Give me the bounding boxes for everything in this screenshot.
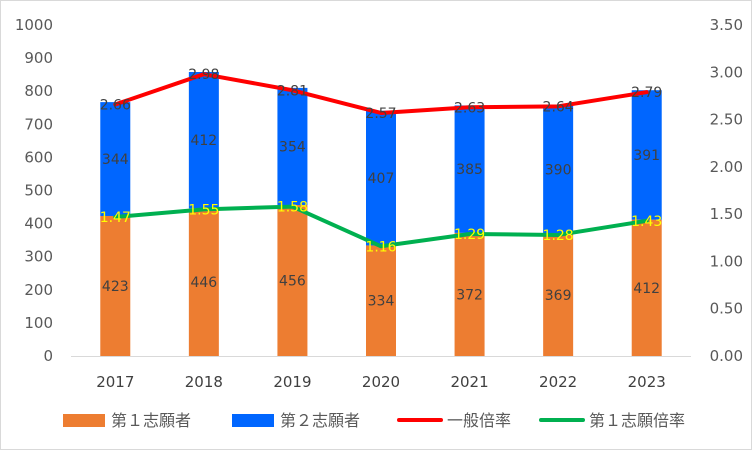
bar-second-choice-label: 344	[102, 152, 129, 168]
y-left-tick-label: 0	[43, 347, 53, 365]
y-left-tick-label: 1000	[15, 16, 53, 34]
x-tick-label: 2020	[362, 373, 400, 391]
point-first-choice-ratio	[290, 205, 294, 209]
general-ratio-label: 2.81	[277, 83, 308, 99]
bars-layer	[100, 72, 662, 356]
bar-second-choice-label: 407	[368, 171, 395, 187]
legend-label: 第２志願者	[280, 411, 360, 430]
general-ratio-label: 2.98	[188, 67, 219, 83]
bar-first-choice-label: 372	[456, 287, 483, 303]
bar-first-choice-label: 334	[368, 294, 395, 310]
bar-second-choice	[543, 104, 574, 234]
y-right-tick-label: 3.50	[710, 16, 743, 34]
bar-second-choice-label: 412	[190, 133, 217, 149]
bar-first-choice-label: 412	[633, 281, 660, 297]
y-right-tick-label: 3.00	[710, 63, 743, 81]
lines-layer	[113, 72, 649, 249]
bar-first-choice	[277, 205, 308, 356]
axes-layer: 0 100 200 300 400 500 600 700 800 900 1000 0.00 0.50…	[15, 16, 743, 391]
bar-second-choice	[277, 87, 308, 206]
legend-label: 一般倍率	[447, 411, 511, 430]
general-ratio-label: 2.64	[543, 99, 574, 115]
y-left-tick-label: 300	[24, 248, 53, 266]
first-choice-ratio-label: 1.16	[365, 239, 396, 255]
bar-second-choice-label: 354	[279, 139, 306, 155]
general-ratio-label: 2.66	[100, 97, 131, 113]
bar-first-choice-label: 456	[279, 274, 306, 290]
y-left-tick-label: 500	[24, 182, 53, 200]
first-choice-ratio-label: 1.43	[631, 214, 662, 230]
bar-first-choice-label: 369	[545, 288, 572, 304]
labels-layer: 423 344 446 412 456 354 334 407 372 385 369 390 412 3…	[100, 67, 663, 310]
point-general-ratio	[202, 72, 206, 76]
bar-second-choice	[188, 72, 219, 209]
bar-second-choice-label: 385	[456, 162, 483, 178]
legend-swatch	[63, 414, 105, 427]
point-first-choice-ratio	[556, 233, 560, 237]
point-general-ratio	[468, 105, 472, 109]
general-ratio-label: 2.57	[365, 106, 396, 122]
bar-second-choice	[454, 105, 485, 233]
x-tick-label: 2019	[273, 373, 311, 391]
y-right-tick-label: 0.00	[710, 347, 743, 365]
first-choice-ratio-label: 1.55	[188, 202, 219, 218]
bar-first-choice-label: 446	[190, 275, 217, 291]
bar-second-choice-label: 391	[633, 148, 660, 164]
x-tick-label: 2017	[96, 373, 134, 391]
y-left-tick-label: 600	[24, 148, 53, 166]
point-first-choice-ratio	[468, 232, 472, 236]
general-ratio-label: 2.63	[454, 100, 485, 116]
point-general-ratio	[556, 104, 560, 108]
legend-swatch	[232, 414, 274, 427]
y-left-tick-label: 100	[24, 314, 53, 332]
legend-label: 第１志願倍率	[589, 411, 685, 430]
first-choice-ratio-label: 1.29	[454, 227, 485, 243]
point-general-ratio	[290, 88, 294, 92]
point-general-ratio	[113, 102, 117, 106]
x-tick-label: 2022	[539, 373, 577, 391]
point-general-ratio	[379, 111, 383, 115]
first-choice-ratio-label: 1.28	[543, 228, 574, 244]
point-first-choice-ratio	[645, 219, 649, 223]
y-right-tick-label: 1.50	[710, 205, 743, 223]
point-first-choice-ratio	[113, 215, 117, 219]
legend-layer: 第１志願者 第２志願者 一般倍率 第１志願倍率	[63, 411, 685, 430]
y-right-tick-label: 2.50	[710, 111, 743, 129]
bar-first-choice	[454, 232, 485, 356]
point-general-ratio	[645, 90, 649, 94]
bar-first-choice	[188, 208, 219, 356]
point-first-choice-ratio	[202, 207, 206, 211]
y-left-tick-label: 800	[24, 82, 53, 100]
point-first-choice-ratio	[379, 244, 383, 248]
y-right-tick-label: 1.00	[710, 252, 743, 270]
bar-second-choice-label: 390	[545, 162, 572, 178]
first-choice-ratio-label: 1.58	[277, 200, 308, 216]
legend-label: 第１志願者	[111, 411, 191, 430]
first-choice-ratio-label: 1.47	[100, 210, 131, 226]
bar-first-choice	[631, 219, 662, 356]
bar-first-choice	[543, 233, 574, 356]
y-right-tick-label: 0.50	[710, 300, 743, 318]
general-ratio-label: 2.79	[631, 85, 662, 101]
x-tick-label: 2023	[628, 373, 666, 391]
bar-second-choice	[631, 90, 662, 220]
y-left-tick-label: 900	[24, 49, 53, 67]
x-tick-label: 2021	[450, 373, 488, 391]
y-left-tick-label: 400	[24, 215, 53, 233]
bar-first-choice	[100, 215, 131, 356]
y-left-tick-label: 200	[24, 281, 53, 299]
bar-first-choice-label: 423	[102, 279, 129, 295]
y-right-tick-label: 2.00	[710, 158, 743, 176]
bar-second-choice	[366, 110, 396, 246]
x-tick-label: 2018	[185, 373, 223, 391]
bar-second-choice	[100, 102, 131, 216]
y-left-tick-label: 700	[24, 115, 53, 133]
bar-first-choice	[366, 245, 396, 356]
